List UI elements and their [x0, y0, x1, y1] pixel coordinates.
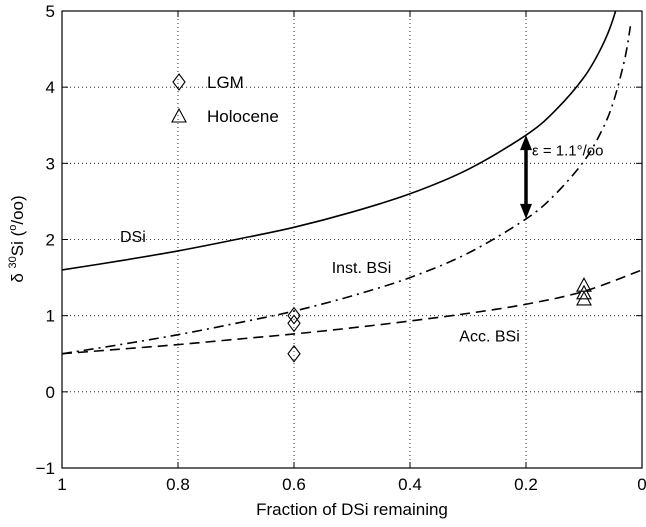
x-axis-label: Fraction of DSi remaining — [256, 500, 448, 519]
x-tick-label: 0.2 — [514, 475, 538, 494]
data-point-lgm — [287, 314, 301, 333]
data-point-holocene — [576, 284, 592, 300]
annotation: ε = 1.1°/oo — [520, 135, 603, 219]
tick-layer: 1 0.8 0.6 0.4 0.2 0 −1 0 1 2 3 4 5 — [36, 2, 646, 494]
curve-label-inst-bsi: Inst. BSi — [332, 260, 392, 277]
series-line-dsi — [62, 11, 617, 271]
data-point-lgm — [287, 344, 301, 363]
legend-holocene-label: Holocene — [207, 107, 279, 126]
curve-label-acc-bsi: Acc. BSi — [459, 329, 519, 346]
y-tick-label: 3 — [46, 154, 55, 173]
arrow-head-up-icon — [520, 135, 532, 151]
series-layer — [62, 11, 642, 355]
y-tick-label: 5 — [46, 2, 55, 21]
legend-lgm-marker — [172, 73, 186, 91]
series-line-acc-bsi — [62, 269, 642, 355]
y-tick-label: 0 — [46, 383, 55, 402]
data-point-holocene — [576, 290, 592, 306]
x-tick-label: 0.4 — [398, 475, 422, 494]
legend-lgm-label: LGM — [207, 73, 244, 92]
epsilon-label: ε = 1.1°/oo — [532, 143, 603, 160]
marker-layer — [287, 277, 592, 363]
curve-label-dsi: DSi — [120, 229, 146, 246]
legend: LGM Holocene — [171, 73, 279, 126]
series-line-inst-bsi — [62, 26, 632, 355]
x-tick-label: 1 — [57, 475, 66, 494]
x-tick-label: 0.8 — [166, 475, 190, 494]
data-point-lgm — [287, 306, 301, 325]
y-tick-label: 4 — [46, 78, 55, 97]
grid — [62, 11, 642, 468]
x-tick-label: 0.6 — [282, 475, 306, 494]
y-tick-label: 1 — [46, 307, 55, 326]
y-tick-label: 2 — [46, 231, 55, 250]
y-axis-label: δ 30Si (o/oo) — [7, 195, 27, 282]
y-tick-label: −1 — [36, 459, 55, 478]
legend-holocene-marker — [171, 107, 187, 123]
x-tick-label: 0 — [637, 475, 646, 494]
arrow-head-down-icon — [520, 203, 532, 219]
